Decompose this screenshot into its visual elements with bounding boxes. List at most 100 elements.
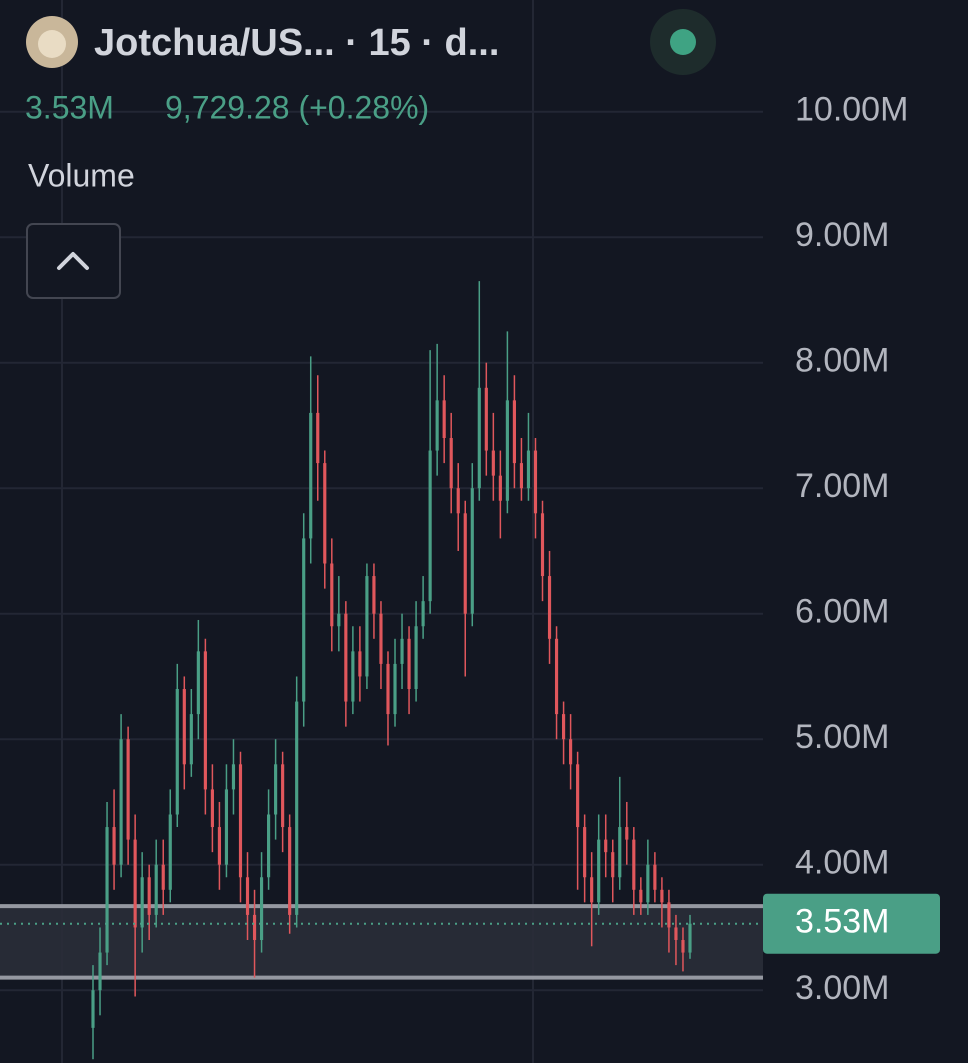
volume-value: 3.53M xyxy=(25,89,114,125)
candle-body xyxy=(400,638,404,664)
y-tick-label: 5.00M xyxy=(795,718,890,756)
candle-body xyxy=(259,877,264,941)
candle-body xyxy=(526,450,531,489)
candle-body xyxy=(597,839,601,903)
candle-body xyxy=(576,764,580,828)
candle-body xyxy=(203,651,207,790)
price-zone xyxy=(0,906,763,978)
candle-body xyxy=(583,827,587,878)
candle-body xyxy=(660,889,664,903)
candle-body xyxy=(168,814,172,890)
candle-body xyxy=(569,739,573,765)
candle-body xyxy=(561,714,566,740)
last-price-label: 3.53M xyxy=(795,903,890,941)
y-tick-label: 9.00M xyxy=(795,216,890,254)
chevron-icon xyxy=(57,252,89,270)
candle-body xyxy=(421,601,425,627)
y-tick-label: 3.00M xyxy=(795,969,890,1007)
candle-body xyxy=(323,463,327,564)
status-dot xyxy=(670,29,696,55)
avatar-face xyxy=(38,30,66,58)
plot-area xyxy=(0,281,763,1060)
candle-body xyxy=(449,438,453,489)
candle-body xyxy=(372,576,376,614)
candle-body xyxy=(224,789,229,865)
candle-body xyxy=(604,839,608,853)
candle-body xyxy=(639,889,643,903)
candle-body xyxy=(428,450,432,602)
candle-body xyxy=(252,914,257,941)
candle-body xyxy=(330,563,334,627)
candle-body xyxy=(189,714,193,765)
price-axis: 3.00M 4.00M 5.00M 6.00M 7.00M 8.00M 9.00M 10.00… xyxy=(763,91,940,1007)
candle-body xyxy=(688,923,692,953)
candle-body xyxy=(484,387,488,451)
candle-body xyxy=(540,513,545,577)
candle-body xyxy=(196,651,200,715)
candle-body xyxy=(288,827,292,915)
candle-body xyxy=(274,764,278,815)
y-tick-label: 10.00M xyxy=(795,91,908,129)
candle-body xyxy=(337,613,341,627)
candle-body xyxy=(365,576,369,677)
candle-body xyxy=(681,940,685,953)
y-tick-label: 8.00M xyxy=(795,342,890,380)
candle-body xyxy=(344,613,348,702)
candle-body xyxy=(414,626,418,690)
candle-body xyxy=(386,663,390,715)
candle-body xyxy=(295,701,299,915)
candle-body xyxy=(281,764,285,828)
candle-body xyxy=(618,827,622,878)
candle-body xyxy=(611,852,615,878)
candle-body xyxy=(245,877,250,915)
candle-body xyxy=(407,638,411,690)
candle-body xyxy=(477,387,481,489)
candle-body xyxy=(505,400,509,501)
grid xyxy=(0,0,763,1063)
candle-body xyxy=(316,412,320,464)
candle-body xyxy=(267,814,271,878)
candle-body xyxy=(309,412,313,539)
candle-body xyxy=(105,827,109,953)
candle-body xyxy=(554,638,559,715)
candle-body xyxy=(393,663,397,715)
candle-body xyxy=(161,864,165,890)
candle-body xyxy=(91,990,95,1028)
y-tick-label: 4.00M xyxy=(795,844,890,882)
candle-body xyxy=(379,613,383,664)
candle-body xyxy=(238,764,243,878)
candle-body xyxy=(625,827,629,840)
candle-body xyxy=(133,839,137,928)
collapse-button[interactable] xyxy=(26,223,121,299)
candle-body xyxy=(119,739,123,865)
symbol-title: Jotchua/US... · 15 · d... xyxy=(94,22,499,64)
indicator-label: Volume xyxy=(28,157,135,193)
candle-body xyxy=(470,488,474,614)
candle-body xyxy=(217,827,222,865)
candle-body xyxy=(435,400,439,451)
candle-body xyxy=(590,877,594,903)
candle-body xyxy=(512,400,516,464)
candle-body xyxy=(533,450,538,514)
candle-body xyxy=(112,827,116,865)
candle-body xyxy=(456,488,460,514)
y-tick-label: 7.00M xyxy=(795,467,890,505)
candle-body xyxy=(667,902,671,928)
candle-body xyxy=(210,789,214,828)
y-tick-label: 6.00M xyxy=(795,593,890,631)
candle-body xyxy=(463,513,467,614)
candle-body xyxy=(154,864,158,915)
candle-body xyxy=(674,927,678,941)
candle-body xyxy=(646,864,650,903)
candle-body xyxy=(519,463,524,489)
candle-body xyxy=(358,651,362,677)
candle-body xyxy=(140,877,144,928)
candle-body xyxy=(231,764,236,790)
candle-body xyxy=(351,651,355,702)
candle-body xyxy=(442,400,446,439)
last-price-tag xyxy=(763,893,940,954)
candle-body xyxy=(147,877,151,915)
candle-body xyxy=(182,689,186,765)
